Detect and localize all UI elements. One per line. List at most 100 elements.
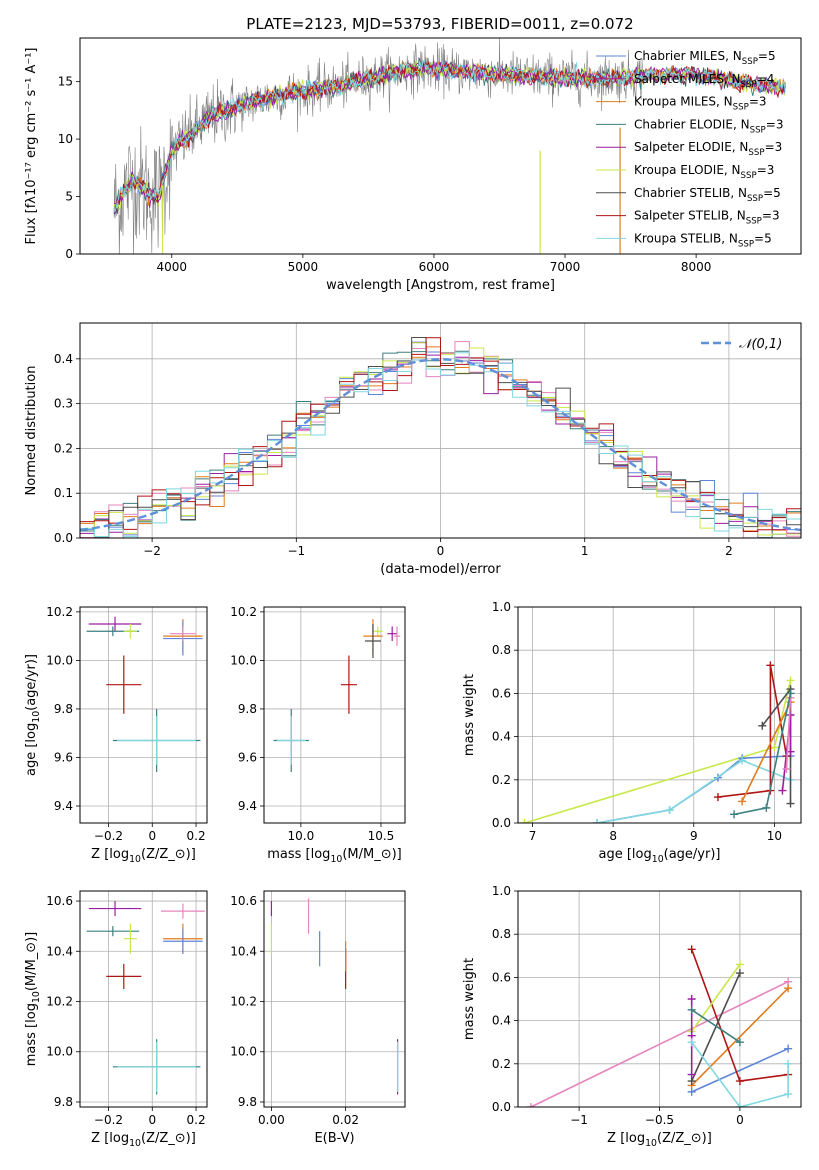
y-tick-label: 10.4 xyxy=(230,944,257,958)
errorbar-point xyxy=(387,626,397,641)
y-tick-label: 9.8 xyxy=(238,702,257,716)
errorbar-point xyxy=(276,716,306,765)
mass-weight-marker xyxy=(778,786,787,795)
mass-weight-line xyxy=(761,686,792,804)
mass-weight-line xyxy=(596,759,791,823)
mass-weight-marker xyxy=(735,1038,744,1047)
y-tick-label: 10.0 xyxy=(46,1045,73,1059)
errorbar-point xyxy=(106,963,142,989)
x-tick-label: −0.5 xyxy=(645,1113,674,1127)
y-tick-label: 0.6 xyxy=(492,686,511,700)
y-tick-label: 9.8 xyxy=(54,1095,73,1109)
errorbar-point xyxy=(372,626,383,637)
x-tick-label: 0.00 xyxy=(258,1113,285,1127)
mass-weight-marker xyxy=(687,1005,696,1014)
x-tick-label: 10 xyxy=(767,829,782,843)
y-tick-label: 9.6 xyxy=(54,750,73,764)
y-axis-label: mass weight xyxy=(462,674,477,756)
legend-label: Chabrier STELIB, NSSP=5 xyxy=(634,186,781,204)
mass-weight-marker xyxy=(730,810,739,819)
errorbar-point xyxy=(123,923,137,954)
errorbar-point xyxy=(393,626,401,646)
mass-weight-line xyxy=(530,980,789,1107)
x-tick-label: −1 xyxy=(287,544,305,558)
y-tick-label: 0.3 xyxy=(54,397,73,411)
errorbar-point xyxy=(88,616,142,632)
legend-label: Kroupa STELIB, NSSP=5 xyxy=(634,231,772,249)
errorbar-point xyxy=(106,655,142,714)
mass-weight-marker xyxy=(786,676,795,685)
x-tick-label: 0 xyxy=(148,829,156,843)
mass-weight-marker xyxy=(784,1059,793,1068)
y-tick-label: 9.4 xyxy=(54,799,73,813)
mass-weight-line xyxy=(785,697,792,770)
spectrum-legend: Chabrier MILES, NSSP=5 Salpeter MILES, NS… xyxy=(596,49,783,249)
mass-weight-marker xyxy=(735,969,744,978)
axes: 0.00 0.02 9.8 10.0 10.2 10.4 10.6 E(B-V) xyxy=(230,891,405,1146)
x-tick-label: 0 xyxy=(736,1113,744,1127)
y-tick-label: 0.2 xyxy=(54,441,73,455)
x-tick-label: 0.02 xyxy=(332,1113,359,1127)
mass-weight-line xyxy=(691,1041,789,1107)
x-tick-label: 8000 xyxy=(681,260,712,274)
y-tick-label: 0.6 xyxy=(492,970,511,984)
y-tick-label: 9.6 xyxy=(238,750,257,764)
y-tick-label: 10.0 xyxy=(230,653,257,667)
figure-title: PLATE=2123, MJD=53793, FIBERID=0011, z=0… xyxy=(246,15,633,33)
x-axis-label: wavelength [Angstrom, rest frame] xyxy=(326,278,555,293)
mass-weight-marker xyxy=(735,1077,744,1086)
mass-weight-marker xyxy=(738,756,747,765)
massweight-vs-age-panel: 7 8 9 10 0.0 0.2 0.4 0.6 0.8 1.0 age [log10(age/yr… xyxy=(462,600,802,865)
mass-weight-line xyxy=(691,987,789,1086)
y-tick-label: 0.2 xyxy=(492,1057,511,1071)
y-tick-label: 9.4 xyxy=(238,799,257,813)
mass-weight-line xyxy=(717,665,788,798)
y-tick-label: 9.8 xyxy=(54,702,73,716)
x-axis-label: Z [log10(Z/Z_⊙)] xyxy=(91,847,196,865)
axes-frame xyxy=(263,890,406,1108)
mass-weight-marker xyxy=(665,806,674,815)
spectrum-model-line xyxy=(113,60,786,212)
histogram-step-line xyxy=(80,352,801,538)
spectrum-panel: 4000 5000 6000 7000 8000 0 5 10 15 wavelength [An… xyxy=(24,37,802,294)
x-tick-label: −0.2 xyxy=(94,1113,123,1127)
mass-weight-marker xyxy=(786,799,795,808)
x-tick-label: 0.2 xyxy=(187,1113,206,1127)
axes: 10.0 10.5 9.4 9.6 9.8 10.0 10.2 mass [log10(M/M… xyxy=(230,605,405,865)
x-axis-label: mass [log10(M/M_⊙)] xyxy=(267,847,402,865)
y-tick-label: 10.6 xyxy=(230,894,257,908)
errorbar-point xyxy=(163,928,203,954)
y-axis-label: mass weight xyxy=(462,958,477,1040)
mass-weight-line xyxy=(691,1047,789,1093)
spectrum-model-line xyxy=(113,60,786,211)
legend-label: Salpeter ELODIE, NSSP=3 xyxy=(634,140,782,158)
mass-weight-marker xyxy=(762,803,771,812)
y-tick-label: 10.2 xyxy=(230,605,257,619)
y-tick-label: 10.6 xyxy=(46,894,73,908)
mass-vs-Z-panel: −0.2 0 0.2 9.8 10.0 10.2 10.4 10.6 Z [log10(Z/Z_… xyxy=(24,890,208,1149)
mass-weight-marker xyxy=(735,960,744,969)
y-tick-label: 1.0 xyxy=(492,884,511,898)
y-axis-label: Flux [fλ10⁻¹⁷ erg cm⁻² s⁻¹ A⁻¹] xyxy=(24,48,39,245)
x-axis-label: Z [log10(Z/Z_⊙)] xyxy=(607,1131,712,1149)
x-tick-label: 10.0 xyxy=(287,829,314,843)
axes: −0.2 0 0.2 9.4 9.6 9.8 10.0 10.2 Z [log10(Z/Z_⊙)… xyxy=(24,605,207,865)
axes: 4000 5000 6000 7000 8000 0 5 10 15 wavelength [An… xyxy=(24,48,711,294)
y-tick-label: 0.4 xyxy=(54,352,73,366)
x-tick-label: 5000 xyxy=(288,260,319,274)
mass-weight-marker xyxy=(766,661,775,670)
axes-frame xyxy=(517,890,802,1108)
x-tick-label: 2 xyxy=(725,544,733,558)
y-tick-label: 0.8 xyxy=(492,927,511,941)
x-tick-label: −1 xyxy=(570,1113,588,1127)
y-tick-label: 10.4 xyxy=(46,944,73,958)
legend-label: Kroupa MILES, NSSP=3 xyxy=(634,95,767,113)
legend-label: Salpeter MILES, NSSP=4 xyxy=(634,72,774,90)
errorbar-point xyxy=(364,623,381,658)
axes-frame xyxy=(79,37,802,255)
mass-weight-line xyxy=(741,701,792,802)
mass-weight-marker xyxy=(520,819,529,823)
errorbar-point xyxy=(86,926,140,937)
age-vs-Z-panel: −0.2 0 0.2 9.4 9.6 9.8 10.0 10.2 Z [log10(Z/Z_⊙)… xyxy=(24,605,208,865)
axes-frame xyxy=(517,606,802,824)
